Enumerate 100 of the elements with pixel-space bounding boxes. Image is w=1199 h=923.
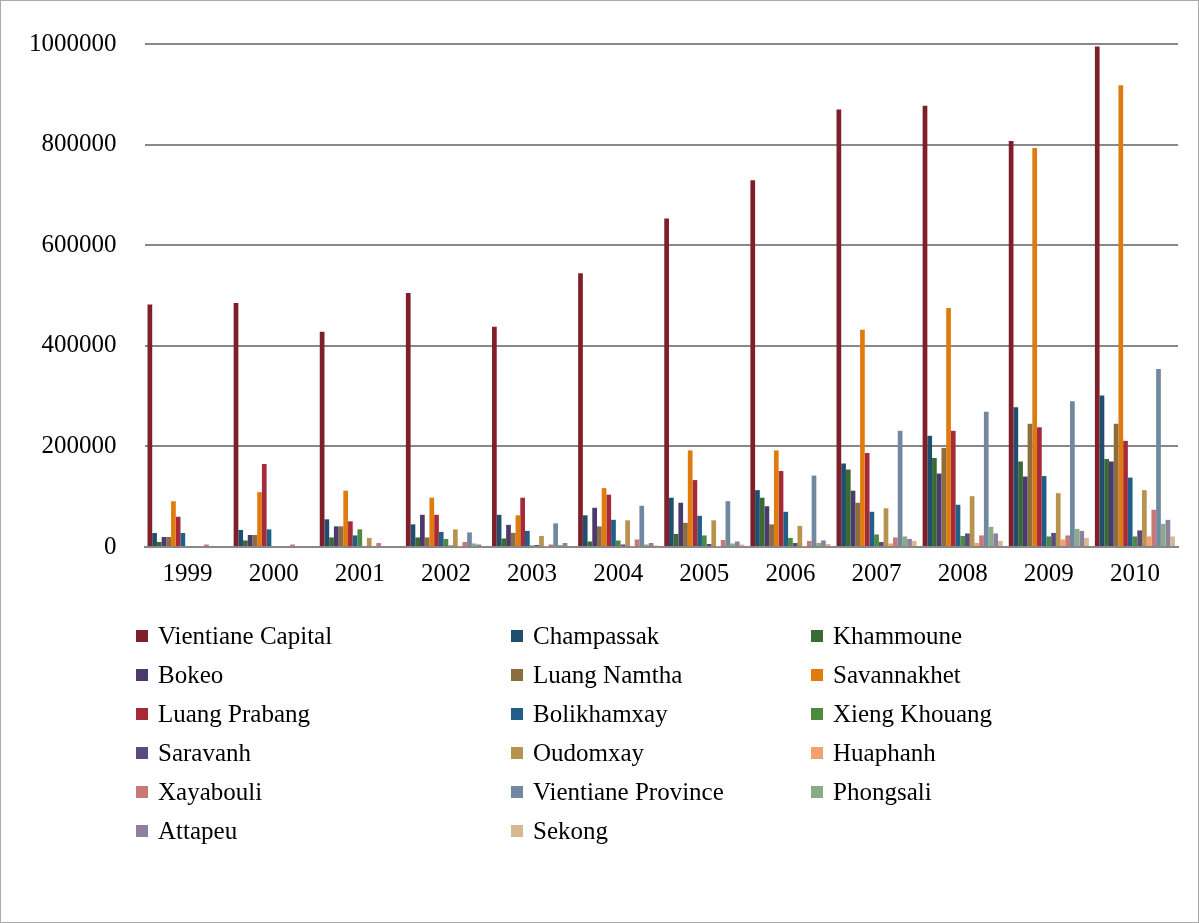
bar xyxy=(993,533,999,546)
bar xyxy=(950,430,956,546)
bar xyxy=(343,490,349,546)
bar xyxy=(759,497,765,546)
bar xyxy=(415,537,421,546)
bar xyxy=(979,535,984,546)
bar xyxy=(1118,85,1124,546)
x-tick-label: 2010 xyxy=(1109,558,1160,586)
x-tick-label: 2003 xyxy=(507,558,558,586)
bar xyxy=(238,529,244,546)
bar xyxy=(429,497,435,546)
bar xyxy=(1060,539,1066,546)
bar xyxy=(434,514,439,546)
bar xyxy=(687,450,693,546)
bar xyxy=(180,532,186,546)
legend-label: Xieng Khouang xyxy=(833,700,992,728)
bar xyxy=(366,537,372,546)
bar xyxy=(357,529,363,546)
bar xyxy=(755,490,760,546)
x-tick-label: 2008 xyxy=(937,558,988,586)
bar xyxy=(1127,477,1133,546)
x-tick-label: 2007 xyxy=(851,558,902,586)
y-tick-label: 400000 xyxy=(41,330,117,358)
bar xyxy=(525,530,530,546)
bar xyxy=(932,457,937,546)
bar xyxy=(1013,407,1019,546)
bar xyxy=(578,273,583,546)
bar xyxy=(855,502,861,546)
bar xyxy=(324,519,330,546)
x-tick-label: 2000 xyxy=(248,558,299,586)
bar xyxy=(1142,490,1147,546)
legend-label: Khammoune xyxy=(833,622,963,650)
bar xyxy=(1051,532,1056,546)
legend-label: Huaphanh xyxy=(833,739,936,767)
legend-label: Attapeu xyxy=(158,817,238,845)
legend-label: Vientiane Capital xyxy=(158,622,333,650)
bar xyxy=(974,542,980,546)
bar xyxy=(1084,537,1089,546)
bar xyxy=(420,514,425,546)
bar xyxy=(252,534,258,546)
x-tick-label: 2004 xyxy=(593,558,644,586)
bar xyxy=(927,435,933,546)
bar xyxy=(625,520,630,546)
bar xyxy=(806,540,812,546)
bar xyxy=(1037,427,1042,546)
bar xyxy=(697,515,702,546)
bar xyxy=(1022,476,1028,546)
bar xyxy=(701,535,707,546)
bar xyxy=(1104,458,1110,546)
bar xyxy=(582,515,588,546)
bar xyxy=(983,411,989,546)
y-tick-label: 200000 xyxy=(41,430,117,458)
bar xyxy=(506,524,511,546)
bar xyxy=(1094,46,1100,546)
bar xyxy=(348,521,353,546)
bar xyxy=(907,538,912,546)
bar xyxy=(587,541,593,546)
bar xyxy=(1032,148,1038,546)
bar xyxy=(788,537,793,546)
bar xyxy=(1109,461,1114,546)
bar xyxy=(171,501,176,546)
bar xyxy=(888,543,894,546)
bar xyxy=(678,502,684,546)
bar xyxy=(902,536,908,546)
y-tick-label: 600000 xyxy=(41,229,117,257)
bar xyxy=(792,542,798,546)
bar xyxy=(911,540,917,546)
bar xyxy=(845,469,851,546)
bar xyxy=(720,539,726,546)
bar xyxy=(1065,535,1071,546)
bar xyxy=(1151,509,1157,546)
bar xyxy=(606,494,612,546)
bar xyxy=(1046,536,1052,546)
bar xyxy=(611,519,616,546)
bar xyxy=(1160,523,1166,546)
bar xyxy=(438,531,444,546)
bar xyxy=(453,529,458,546)
bar xyxy=(634,539,640,546)
bar xyxy=(510,532,516,546)
bar xyxy=(333,526,339,546)
bar xyxy=(648,542,654,546)
legend-label: Luang Namtha xyxy=(533,661,683,689)
bar xyxy=(878,541,884,546)
bar xyxy=(783,511,789,546)
y-tick-label: 0 xyxy=(104,531,117,559)
x-tick-label: 2005 xyxy=(679,558,730,586)
bar xyxy=(773,450,779,546)
x-tick-label: 2006 xyxy=(765,558,816,586)
bar xyxy=(156,541,162,546)
legend-label: Phongsali xyxy=(833,778,932,806)
legend-label: Bokeo xyxy=(158,661,224,689)
bar xyxy=(769,524,774,546)
x-tick-label: 2001 xyxy=(334,558,385,586)
bar xyxy=(166,536,172,546)
bar xyxy=(869,511,875,546)
bar xyxy=(1156,368,1161,546)
x-tick-label: 2009 xyxy=(1023,558,1074,586)
legend-label: Savannakhet xyxy=(833,661,961,689)
legend-label: Oudomxay xyxy=(533,739,645,767)
legend-label: Saravanh xyxy=(158,739,252,767)
